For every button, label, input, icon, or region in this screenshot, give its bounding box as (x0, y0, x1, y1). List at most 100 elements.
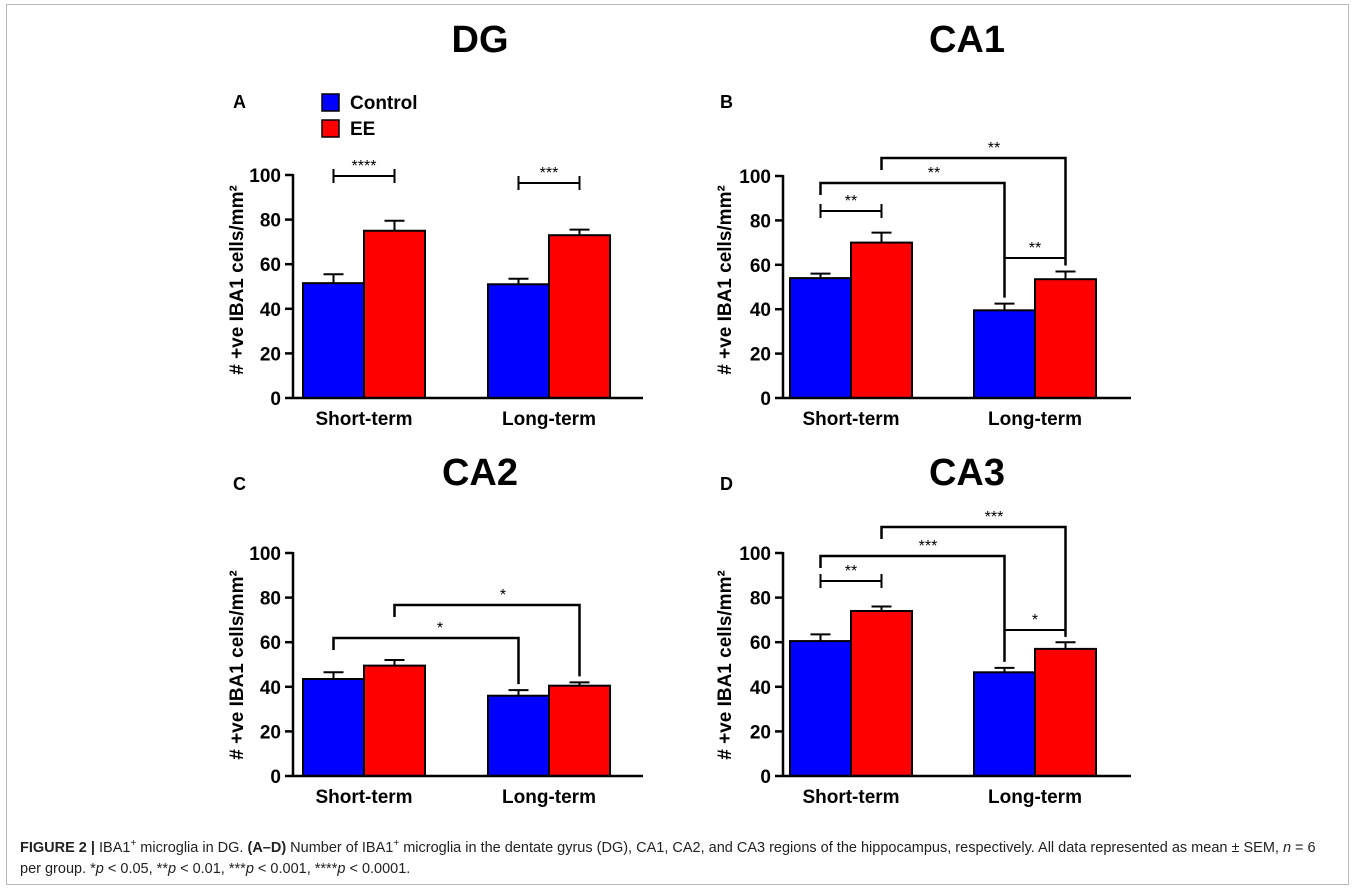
caption-p2-var: p (167, 861, 177, 877)
figure-frame (6, 4, 1349, 885)
caption-panels: (A–D) (247, 840, 287, 856)
panel-letter: B (720, 92, 733, 112)
bar (363, 664, 426, 777)
caption-p4-stars: **** (314, 861, 338, 877)
x-tick-label: Short-term (802, 409, 899, 430)
y-tick-label: 60 (260, 633, 281, 654)
y-tick-label: 80 (260, 211, 281, 232)
x-tick-label: Short-term (315, 787, 412, 808)
y-tick-label: 100 (249, 544, 281, 565)
y-tick-label: 100 (739, 544, 771, 565)
y-axis-label: # +ve IBA1 cells/mm² (715, 570, 736, 760)
y-tick-label: 100 (249, 166, 281, 187)
y-tick-label: 40 (260, 300, 281, 321)
significance-label: *** (540, 165, 559, 182)
significance-label: ** (1029, 240, 1041, 257)
chart-panel-d: CA3 D # +ve IBA1 cells/mm² Short-term Long-t… (715, 452, 1131, 808)
bar (973, 309, 1036, 399)
panel-letter: D (720, 474, 733, 494)
significance-label: ** (928, 165, 940, 182)
caption-p3-text: < 0.001, (253, 861, 315, 877)
chart-title: CA2 (442, 452, 518, 494)
significance-bracket (880, 525, 1067, 637)
caption-body-sup: + (393, 838, 400, 850)
caption-title-a: IBA1 (94, 840, 131, 856)
y-tick-label: 60 (750, 633, 771, 654)
y-tick-label: 20 (260, 344, 281, 365)
bar (487, 694, 550, 777)
figure-canvas: DG A # +ve IBA1 cells/mm² Short-term Long-te… (227, 19, 1131, 808)
significance-label: ** (845, 563, 857, 580)
chart-panel-c: CA2 C # +ve IBA1 cells/mm² Short-term Long-t… (227, 452, 643, 808)
chart-title: CA1 (929, 19, 1005, 61)
y-axis-label: # +ve IBA1 cells/mm² (227, 570, 248, 760)
panel-letter: A (233, 92, 246, 112)
significance-bracket (880, 156, 1067, 266)
y-tick-label: 80 (260, 589, 281, 610)
caption-n-rest: = 6 per group. (20, 840, 1316, 877)
caption-p2-stars: ** (156, 861, 168, 877)
bar (850, 241, 913, 399)
y-tick-label: 0 (760, 767, 771, 788)
caption-p3-var: p (245, 861, 254, 877)
bar (548, 684, 611, 777)
y-tick-label: 20 (750, 345, 771, 366)
caption-p1-var: p (95, 861, 104, 877)
significance-label: * (437, 620, 443, 637)
caption-p1-text: < 0.05, (103, 861, 157, 877)
y-tick-label: 20 (750, 722, 771, 743)
chart-title: DG (452, 19, 509, 61)
significance-bracket (819, 181, 1006, 298)
bar (302, 282, 365, 399)
caption-body-a: Number of IBA1 (286, 840, 394, 856)
bar (789, 640, 852, 778)
figure-caption: FIGURE 2 | IBA1+ microglia in DG. (A–D) … (20, 838, 1340, 880)
significance-bracket (332, 636, 520, 685)
bar (548, 234, 611, 399)
caption-p4-var: p (337, 861, 346, 877)
y-tick-label: 80 (750, 589, 771, 610)
legend-label: EE (350, 119, 375, 140)
y-tick-label: 0 (760, 389, 771, 410)
caption-p3-stars: *** (228, 861, 246, 877)
y-tick-label: 0 (270, 389, 281, 410)
y-tick-label: 60 (260, 255, 281, 276)
chart-panel-b: CA1 B # +ve IBA1 cells/mm² Short-term Long-t… (715, 19, 1131, 430)
x-tick-label: Short-term (802, 787, 899, 808)
caption-body-b: microglia in the dentate gyrus (DG), CA1… (399, 840, 1283, 856)
significance-label: * (500, 587, 506, 604)
caption-p1-stars: * (90, 861, 96, 877)
bar (302, 677, 365, 777)
significance-bracket (819, 554, 1006, 662)
y-tick-label: 40 (750, 300, 771, 321)
y-tick-label: 40 (260, 678, 281, 699)
significance-bracket (393, 603, 581, 677)
significance-label: **** (352, 158, 377, 175)
chart-title: CA3 (929, 452, 1005, 494)
caption-title-b: microglia in DG. (136, 840, 248, 856)
bar (487, 283, 550, 399)
legend-swatch (321, 93, 340, 112)
bar (789, 277, 852, 399)
y-tick-label: 0 (270, 767, 281, 788)
y-tick-label: 80 (750, 211, 771, 232)
y-axis-label: # +ve IBA1 cells/mm² (227, 185, 248, 375)
legend-label: Control (350, 93, 418, 114)
significance-label: *** (985, 509, 1004, 526)
x-tick-label: Long-term (502, 787, 596, 808)
y-tick-label: 100 (739, 167, 771, 188)
y-tick-label: 20 (260, 722, 281, 743)
caption-p4-text: < 0.0001. (345, 861, 411, 877)
legend-swatch (321, 119, 340, 138)
legend: Control EE (321, 93, 418, 140)
caption-title-sup: + (130, 838, 137, 850)
x-tick-label: Long-term (988, 787, 1082, 808)
chart-panel-a: DG A # +ve IBA1 cells/mm² Short-term Long-te… (227, 19, 643, 430)
x-tick-label: Long-term (502, 409, 596, 430)
caption-n-var: n (1282, 840, 1292, 856)
x-tick-label: Short-term (315, 409, 412, 430)
panel-letter: C (233, 474, 246, 494)
y-axis-label: # +ve IBA1 cells/mm² (715, 185, 736, 375)
caption-label: FIGURE 2 | (20, 840, 95, 856)
significance-label: ** (845, 193, 857, 210)
